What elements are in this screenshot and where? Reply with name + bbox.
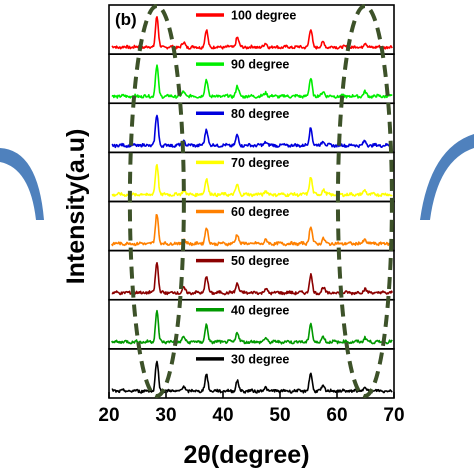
series-line xyxy=(111,262,394,296)
panel-label: (b) xyxy=(115,10,137,29)
series-line xyxy=(111,114,393,149)
decoration-layer xyxy=(0,134,474,220)
legend-label: 30 degree xyxy=(231,352,289,366)
x-tick-label: 50 xyxy=(269,405,290,426)
dashed-ellipse-annotation xyxy=(335,4,394,398)
legend-label: 40 degree xyxy=(231,303,289,317)
series-line xyxy=(111,360,393,394)
series-line xyxy=(111,309,393,345)
x-axis-title: 2θ(degree) xyxy=(183,441,309,469)
x-tick-label: 30 xyxy=(155,405,176,426)
legend-label: 80 degree xyxy=(231,107,289,121)
legend-label: 60 degree xyxy=(231,205,289,219)
series-line xyxy=(111,16,393,50)
x-tick-label: 20 xyxy=(98,405,119,426)
traces-layer xyxy=(111,16,394,394)
x-tick-label: 60 xyxy=(326,405,347,426)
decor-arc-right xyxy=(420,134,474,220)
series-line xyxy=(111,214,393,247)
x-tick-label: 40 xyxy=(212,405,233,426)
legend-label: 100 degree xyxy=(231,9,296,23)
series-line xyxy=(111,64,393,99)
annotations-layer xyxy=(127,4,394,398)
decor-arc-left xyxy=(0,148,44,220)
legends-layer: 100 degree 90 degree 80 degree 70 degree 60 … xyxy=(196,9,296,366)
dashed-ellipse-annotation xyxy=(127,4,186,398)
y-axis-title: Intensity(a.u) xyxy=(62,129,90,285)
legend-label: 50 degree xyxy=(231,254,289,268)
series-line xyxy=(111,163,393,198)
axes-layer: 20 30 40 50 60 70 xyxy=(98,392,405,426)
legend-label: 90 degree xyxy=(231,58,289,72)
x-tick-label: 70 xyxy=(383,405,404,426)
panel-frame xyxy=(108,348,395,399)
panels-layer xyxy=(108,4,395,399)
legend-label: 70 degree xyxy=(231,156,289,170)
